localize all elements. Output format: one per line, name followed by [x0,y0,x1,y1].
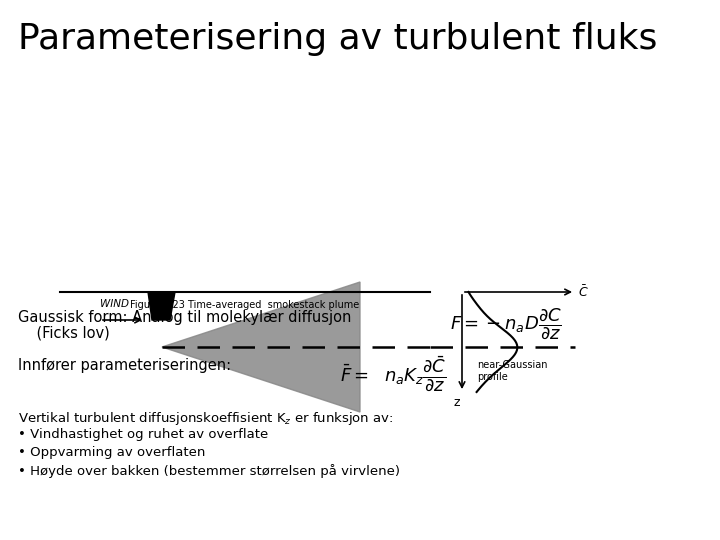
Text: (Ficks lov): (Ficks lov) [18,326,109,341]
Text: Vertikal turbulent diffusjonskoeffisient K$_z$ er funksjon av:: Vertikal turbulent diffusjonskoeffisient… [18,410,393,427]
Text: WIND: WIND [100,299,129,309]
Text: z: z [454,396,460,409]
Polygon shape [148,292,175,320]
Text: • Oppvarming av overflaten: • Oppvarming av overflaten [18,446,205,459]
Text: • Høyde over bakken (bestemmer størrelsen på virvlene): • Høyde over bakken (bestemmer størrelse… [18,464,400,478]
Text: $F = -n_a D\dfrac{\partial C}{\partial z}$: $F = -n_a D\dfrac{\partial C}{\partial z… [450,306,562,341]
Text: Figure 4-23 Time-averaged  smokestack plume: Figure 4-23 Time-averaged smokestack plu… [130,300,359,310]
Polygon shape [162,282,360,412]
Text: • Vindhastighet og ruhet av overflate: • Vindhastighet og ruhet av overflate [18,428,269,441]
Text: $\bar{C}$: $\bar{C}$ [578,284,589,300]
Text: Innfører parameteriseringen:: Innfører parameteriseringen: [18,358,231,373]
Text: $\bar{F} =  \ \ n_a K_z \dfrac{\partial \bar{C}}{\partial z}$: $\bar{F} = \ \ n_a K_z \dfrac{\partial \… [340,354,446,393]
Text: Gaussisk form: Analog til molekylær diffusjon: Gaussisk form: Analog til molekylær diff… [18,310,351,325]
Text: Parameterisering av turbulent fluks: Parameterisering av turbulent fluks [18,22,657,56]
Text: near-Gaussian
profile: near-Gaussian profile [477,360,547,382]
